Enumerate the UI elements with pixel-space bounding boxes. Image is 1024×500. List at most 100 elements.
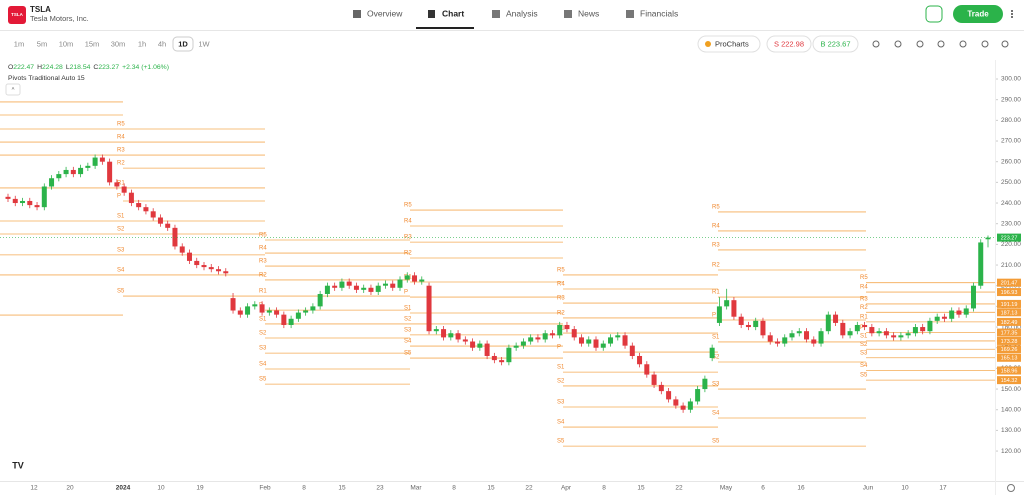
ohlc-key: L xyxy=(66,64,70,71)
tab[interactable]: Chart xyxy=(442,8,464,18)
pivot-label: S2 xyxy=(712,355,720,361)
timeframe[interactable]: 1m xyxy=(14,39,24,48)
settings-icon[interactable] xyxy=(916,40,924,48)
y-tick-label: 180.00 xyxy=(1001,324,1021,331)
pivot-label: R2 xyxy=(712,263,720,269)
pivot-label: R5 xyxy=(117,122,125,128)
tab[interactable]: Analysis xyxy=(506,8,538,18)
candle-body xyxy=(41,186,47,208)
ticker: TSLA xyxy=(30,5,51,14)
timeframe[interactable]: 30m xyxy=(111,39,126,48)
candle-body xyxy=(651,374,657,385)
y-tick-label: 290.00 xyxy=(1001,96,1021,103)
x-tick-label: Jun xyxy=(863,485,874,492)
pivot-label: P xyxy=(712,313,716,319)
candle-body xyxy=(121,186,127,193)
pivot-label: R1 xyxy=(712,290,720,296)
candle-body xyxy=(869,327,875,334)
ohlc-key: O xyxy=(8,64,13,71)
pivot-label: S4 xyxy=(712,411,720,417)
candle-body xyxy=(695,389,701,402)
candle-body xyxy=(905,333,911,336)
ohlc-value: 222.47 xyxy=(13,64,34,71)
timeframe[interactable]: 4h xyxy=(158,39,166,48)
layout-icon[interactable] xyxy=(937,40,945,48)
timeframe[interactable]: 1W xyxy=(198,39,210,48)
candle-body xyxy=(978,242,984,286)
timeframe[interactable]: 1D xyxy=(178,39,188,48)
pivot-label: S5 xyxy=(117,289,125,295)
tab[interactable]: News xyxy=(578,8,599,18)
ohlc-value: 218.54 xyxy=(70,64,91,71)
candle-body xyxy=(404,275,410,280)
pivot-label: S1 xyxy=(557,365,565,371)
x-tick-label: Feb xyxy=(259,485,271,492)
candle-body xyxy=(455,333,461,340)
price-tag xyxy=(997,288,1021,297)
price-tag-label: 182.49 xyxy=(1001,320,1018,326)
timeframe[interactable]: 15m xyxy=(85,39,100,48)
candle-body xyxy=(92,157,98,166)
candle-body xyxy=(70,169,76,175)
watchlist-button[interactable] xyxy=(925,5,943,23)
candle-body xyxy=(687,401,693,410)
axis-settings[interactable] xyxy=(1007,484,1015,492)
candle-body xyxy=(237,310,243,315)
candle-body xyxy=(303,310,309,313)
candle-body xyxy=(274,310,280,315)
candle-body xyxy=(186,252,192,261)
tab[interactable]: Overview xyxy=(367,8,403,18)
pivot-label: S3 xyxy=(860,350,868,356)
candle-body xyxy=(985,237,991,240)
candle-body xyxy=(12,198,18,204)
x-tick-label: 15 xyxy=(338,485,346,492)
y-tick-label: 140.00 xyxy=(1001,406,1021,413)
trade-button[interactable] xyxy=(953,5,1003,23)
collapse-button[interactable] xyxy=(5,83,21,96)
candle-body xyxy=(818,331,824,344)
share-icon[interactable] xyxy=(981,40,989,48)
candle-body xyxy=(441,329,447,338)
logo-text: TSLA xyxy=(11,12,23,17)
pivot-label: S3 xyxy=(404,327,412,333)
timeframe[interactable]: 5m xyxy=(37,39,47,48)
zoom-icon[interactable] xyxy=(959,40,967,48)
tab[interactable]: Financials xyxy=(640,8,678,18)
buy-button[interactable] xyxy=(812,35,859,53)
timeframes: 1m 5m 10m 15m 30m 1h 4h 1D 1W xyxy=(14,36,211,52)
candle-body xyxy=(934,316,940,321)
pivot-label: P xyxy=(404,290,408,296)
timeframe[interactable]: 10m xyxy=(59,39,74,48)
procharts-button[interactable] xyxy=(697,35,761,53)
candle-body xyxy=(295,312,301,319)
candle-body xyxy=(767,335,773,342)
candle-body xyxy=(150,211,156,218)
indicator-icon[interactable] xyxy=(894,40,902,48)
candle-body xyxy=(774,341,780,344)
candle-body xyxy=(622,335,628,346)
candle-body xyxy=(245,306,251,315)
pivot-label: R1 xyxy=(117,181,125,187)
candle-body xyxy=(368,287,374,292)
price-tag xyxy=(997,328,1021,337)
price-tag-label: 201.47 xyxy=(1001,281,1018,287)
price-tag-label: 173.28 xyxy=(1001,339,1018,345)
candle-body xyxy=(637,355,643,365)
menu-dot[interactable] xyxy=(1011,10,1013,12)
x-tick-label: May xyxy=(720,485,733,492)
pivot-label: R4 xyxy=(860,285,868,291)
candle-body xyxy=(506,347,512,363)
sell-button[interactable] xyxy=(766,35,812,53)
candle-body xyxy=(375,285,381,292)
candle-body xyxy=(600,343,606,348)
candle-body xyxy=(941,316,947,319)
fullscreen-icon[interactable] xyxy=(1001,40,1009,48)
menu-dot xyxy=(1011,16,1013,18)
draw-icon[interactable] xyxy=(872,40,880,48)
x-tick-label: 20 xyxy=(66,485,74,492)
timeframe[interactable]: 1h xyxy=(138,39,146,48)
y-tick-label: 220.00 xyxy=(1001,241,1021,248)
candle-body xyxy=(673,399,679,406)
pivot-label: S5 xyxy=(557,439,565,445)
pivot-label: R3 xyxy=(712,243,720,249)
